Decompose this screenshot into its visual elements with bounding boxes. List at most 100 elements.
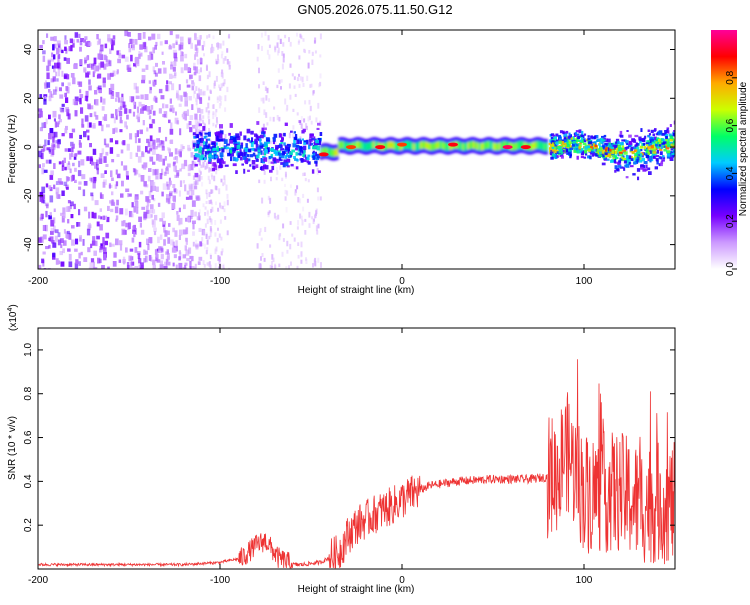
heatmap-cell [173,72,177,76]
heatmap-cell [45,80,47,86]
heatmap-cell [161,140,165,148]
heatmap-cell [115,98,118,102]
heatmap-cell [63,75,67,79]
heatmap-cell [668,133,672,137]
heatmap-cell [91,240,96,246]
heatmap-cell [203,53,205,57]
heatmap-cell [185,227,189,235]
heatmap-cell [148,190,152,198]
heatmap-cell [341,141,345,149]
heatmap-cell [300,259,303,264]
heatmap-cell [180,144,184,152]
heatmap-cell [313,152,316,157]
heatmap-cell [310,83,313,88]
heatmap-cell [219,138,223,142]
heatmap-cell [45,118,48,125]
heatmap-cell [590,135,593,139]
heatmap-cell [240,145,243,149]
heatmap-cell [52,217,56,224]
heatmap-cell [166,194,170,201]
heatmap-cell [157,68,162,74]
heatmap-cell [66,74,70,80]
heatmap-cell [129,248,134,252]
heatmap-cell [58,119,62,123]
heatmap-cell [311,59,314,65]
heatmap-peak [502,145,513,150]
heatmap-cell [164,156,167,161]
heatmap-cell [147,109,151,115]
heatmap-cell [206,74,209,80]
heatmap-cell [221,138,226,142]
heatmap-cell [202,141,206,145]
heatmap-cell [113,116,116,124]
y-tick-label: 0.2 [23,518,34,532]
heatmap-cell [636,168,641,172]
heatmap-cell [71,239,75,246]
heatmap-cell [182,180,185,184]
heatmap-cell [640,138,644,142]
heatmap-cell [137,253,141,259]
heatmap-cell [211,154,214,159]
heatmap-cell [216,237,219,243]
heatmap-cell [115,215,119,220]
heatmap-cell [152,198,156,202]
heatmap-cell [223,175,226,180]
heatmap-cell [496,142,499,151]
heatmap-cell [118,107,122,112]
heatmap-cell [147,213,152,219]
heatmap-cell [52,89,57,95]
heatmap-cell [43,98,47,105]
heatmap-cell [124,30,129,37]
heatmap-cell [298,83,301,88]
heatmap-cell [98,89,102,93]
heatmap-cell [131,237,135,243]
heatmap-cell [53,36,57,42]
heatmap-cell [667,143,670,148]
x-tick-label: -100 [210,575,230,586]
heatmap-cell [39,191,44,199]
heatmap-cell [62,248,65,254]
heatmap-cell [74,262,79,269]
heatmap-cell [220,250,223,256]
heatmap-cell [587,135,590,138]
heatmap-cell [494,142,497,151]
heatmap-cell [179,252,182,260]
heatmap-cell [142,106,147,111]
heatmap-cell [101,124,104,132]
heatmap-cell [88,222,91,227]
heatmap-peak [448,142,458,147]
heatmap-cell [81,174,86,180]
heatmap-cell [480,142,483,151]
heatmap-cell [305,123,308,129]
heatmap-cell [219,87,222,91]
heatmap-cell [186,190,190,195]
heatmap-cell [356,141,359,149]
heatmap-cell [147,150,151,154]
heatmap-cell [102,81,106,88]
colorbar-label: Normalized spectral amplitude [738,81,749,216]
heatmap-cell [205,250,208,255]
heatmap-cell [173,247,177,253]
heatmap-cell [551,149,555,152]
y-tick-label: 0 [23,144,34,150]
heatmap-cell [169,108,173,112]
heatmap-cell [88,63,93,68]
heatmap-cell [369,142,372,150]
heatmap-cell [279,145,282,149]
heatmap-cell [61,133,65,137]
heatmap-cell [176,172,179,178]
heatmap-cell [102,77,106,83]
heatmap-cell [124,108,128,114]
heatmap-cell [99,246,103,250]
heatmap-cell [177,95,182,101]
heatmap-cell [38,108,43,112]
heatmap-cell [114,206,119,214]
heatmap-cell [143,211,148,219]
heatmap-cell [275,140,277,147]
heatmap-cell [148,237,153,244]
heatmap-cell [619,157,623,161]
heatmap-cell [112,128,115,134]
heatmap-cell [156,138,160,143]
heatmap-cell [122,101,126,108]
heatmap-cell [137,112,141,120]
